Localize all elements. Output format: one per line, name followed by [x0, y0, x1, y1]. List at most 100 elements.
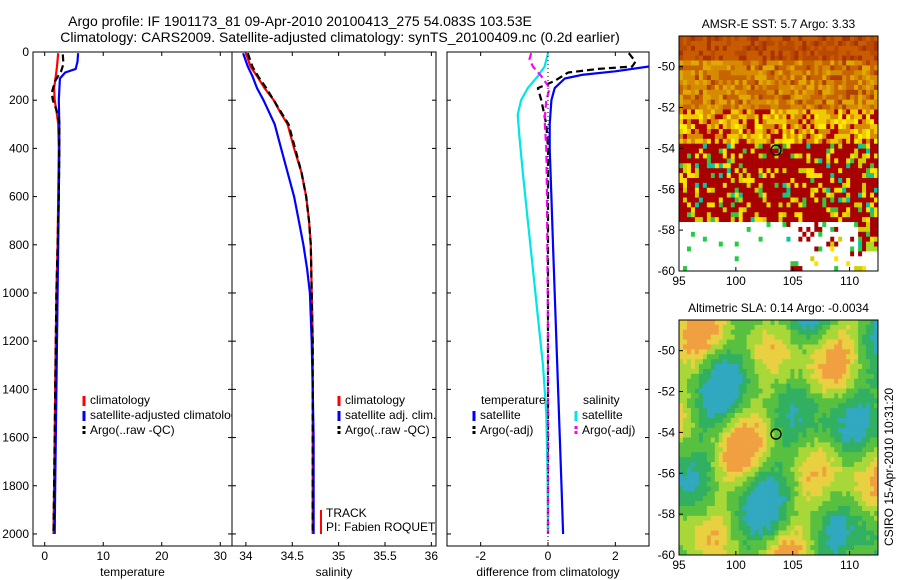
sla_map-cell [726, 476, 732, 482]
sst_map-cell [790, 36, 795, 42]
sla_map-cell [870, 364, 875, 370]
sst_map-cell [818, 124, 823, 130]
sla_map-cell [786, 334, 791, 340]
sla_map-cell [822, 403, 827, 409]
sst_map-cell [758, 217, 763, 223]
sla_map-cell [758, 506, 763, 512]
sst_map-cell [810, 84, 815, 91]
sst_map-cell [742, 217, 747, 223]
sst_map-cell [858, 153, 863, 159]
sla_map-cell [838, 540, 843, 546]
sla_map-cell [778, 457, 783, 463]
sla_map-cell [770, 506, 775, 512]
sst_map-cell [810, 226, 815, 233]
sst_map-cell [814, 99, 819, 105]
sst_map-cell [866, 192, 871, 198]
sst_map-cell [702, 217, 708, 223]
panel-temperature: 0 10 20 30020040060080010001200140016001800… [2, 45, 243, 579]
sla_map-cell [738, 388, 743, 394]
sla_map-cell [802, 324, 807, 331]
sla_map-cell [830, 476, 835, 482]
sst_map-cell [798, 104, 803, 110]
sla_map-cell [850, 364, 855, 370]
sla_map-cell [794, 491, 799, 497]
sst_map-cell [838, 133, 843, 140]
sla_map-cell [754, 349, 759, 355]
sla_map-cell [758, 510, 763, 517]
sst_map-cell [834, 207, 839, 213]
sst_map-cell [802, 231, 807, 238]
sst_map-cell [842, 256, 847, 262]
sla_map-cell [830, 457, 835, 463]
sst_map-cell [782, 266, 787, 272]
sla_map-cell [770, 496, 775, 502]
sla_map-cell [790, 354, 795, 360]
sst_map-cell [758, 163, 763, 169]
sst_map-cell [830, 65, 835, 71]
sst_map-cell [794, 251, 799, 257]
sst_map-cell [750, 65, 755, 71]
sst_map-cell [802, 75, 807, 81]
sst_map-cell [830, 124, 835, 130]
sst_map-cell [730, 251, 736, 257]
sst_map-cell [710, 158, 716, 164]
sst_map-cell [806, 187, 811, 193]
sst_map-cell [778, 80, 783, 86]
sla_map-cell [778, 378, 783, 384]
sla_map-cell [686, 437, 692, 443]
sst_map-cell [862, 246, 867, 252]
sla_map-cell [862, 506, 867, 512]
sst_map-cell [870, 241, 875, 247]
sst_map-cell [726, 226, 732, 233]
sla_map-cell [714, 442, 720, 448]
sst_map-cell [730, 246, 736, 252]
sst_map-cell [842, 187, 847, 193]
sst_map-cell [838, 236, 843, 242]
sla_map-cell [830, 496, 835, 502]
sst_map-cell [850, 266, 855, 272]
sla_map-cell [846, 461, 851, 468]
sst_map-cell [738, 246, 743, 252]
sst_map-cell [790, 109, 795, 115]
sst_map-cell [850, 173, 855, 179]
sst_map-cell [698, 124, 704, 130]
sst_map-cell [858, 124, 863, 130]
sst_map-cell [778, 231, 783, 238]
sla_map-cell [858, 403, 863, 409]
sla_map-cell [866, 349, 871, 355]
sst_map-cell [818, 45, 823, 51]
sla_map-cell [730, 432, 736, 438]
sla_map-cell [722, 515, 728, 522]
sla_map-cell [798, 373, 803, 380]
sla_map-cell [782, 344, 787, 350]
sst_map-cell [782, 45, 787, 51]
sla_map-cell [842, 510, 847, 517]
sla_map-cell [750, 447, 755, 453]
sla_map-cell [726, 481, 732, 487]
sst_map-cell [746, 129, 751, 135]
sla_map-cell [730, 457, 736, 463]
sla_map-cell [834, 398, 839, 404]
sla_map-cell [866, 383, 871, 389]
sla_map-cell [718, 422, 724, 429]
sst_map-cell [694, 197, 700, 203]
sst_map-cell [746, 226, 751, 233]
sla_map-cell [746, 334, 751, 340]
sla_map-cell [718, 368, 724, 375]
sla_map-cell [710, 368, 716, 375]
sla_map-cell [826, 550, 831, 556]
sst_map-cell [746, 119, 751, 125]
sst_map-cell [698, 246, 704, 252]
sla_map-cell [822, 442, 827, 448]
sla_map-cell [758, 359, 763, 365]
sst_map-cell [782, 75, 787, 81]
sla_map-cell [746, 427, 751, 433]
sla_map-cell [786, 417, 791, 424]
sst_map-cell [850, 124, 855, 130]
sla_map-cell [790, 329, 795, 335]
sst_map-cell [782, 182, 787, 189]
sst_map-cell [714, 89, 720, 96]
sla_map-cell [814, 540, 819, 546]
sst_map-cell [810, 173, 815, 179]
sst_map-cell [758, 84, 763, 91]
